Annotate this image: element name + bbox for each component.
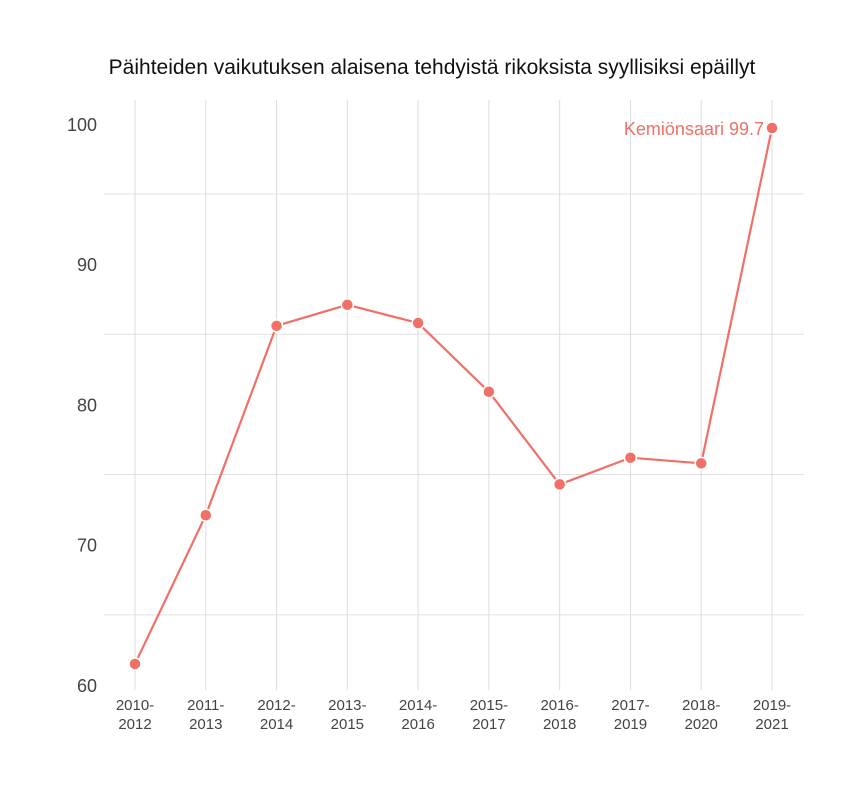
x-tick-label: 2015- <box>470 697 508 714</box>
y-tick-label: 80 <box>77 395 97 415</box>
x-tick-label: 2012- <box>257 697 295 714</box>
x-tick-label: 2016- <box>540 697 578 714</box>
x-tick-label: 2017 <box>472 716 505 733</box>
y-tick-label: 70 <box>77 536 97 556</box>
y-axis: 60 70 80 90 100 <box>67 115 97 696</box>
x-tick-label: 2018 <box>543 716 576 733</box>
data-series <box>128 121 779 671</box>
x-tick-label: 2019- <box>753 697 791 714</box>
x-tick-label: 2013 <box>189 716 222 733</box>
x-tick-label: 2017- <box>611 697 649 714</box>
data-point[interactable] <box>623 450 638 465</box>
data-point[interactable] <box>552 477 567 492</box>
annotation: Kemiönsaari 99.7 <box>624 119 764 139</box>
x-tick-label: 2011- <box>187 697 224 714</box>
x-tick-label: 2020 <box>685 716 718 733</box>
x-tick-label: 2013- <box>328 697 366 714</box>
end-label: Kemiönsaari 99.7 <box>624 119 764 139</box>
data-point[interactable] <box>765 121 779 135</box>
x-axis: 2010- 2012 2011- 2013 2012- 2014 2013- 2015 2014… <box>116 697 791 733</box>
data-point[interactable] <box>269 319 284 333</box>
data-point[interactable] <box>482 385 496 399</box>
chart-title: Päihteiden vaikutuksen alaisena tehdyist… <box>108 56 756 79</box>
data-point[interactable] <box>199 508 213 522</box>
grid-lines <box>104 100 804 690</box>
x-tick-label: 2015 <box>331 716 364 733</box>
data-point[interactable] <box>411 316 425 330</box>
x-tick-label: 2021 <box>755 716 788 733</box>
data-point[interactable] <box>694 456 708 471</box>
x-tick-label: 2014- <box>399 697 437 714</box>
x-tick-label: 2019 <box>614 716 647 733</box>
y-tick-label: 60 <box>77 676 97 696</box>
x-tick-label: 2012 <box>118 716 151 733</box>
y-tick-label: 100 <box>67 115 97 135</box>
data-point[interactable] <box>128 657 142 671</box>
series-line <box>134 127 774 665</box>
x-tick-label: 2010- <box>116 697 154 714</box>
x-tick-label: 2018- <box>682 697 720 714</box>
y-tick-label: 90 <box>77 255 97 275</box>
x-tick-label: 2016 <box>401 716 434 733</box>
x-tick-label: 2014 <box>260 716 293 733</box>
data-point[interactable] <box>340 298 355 312</box>
